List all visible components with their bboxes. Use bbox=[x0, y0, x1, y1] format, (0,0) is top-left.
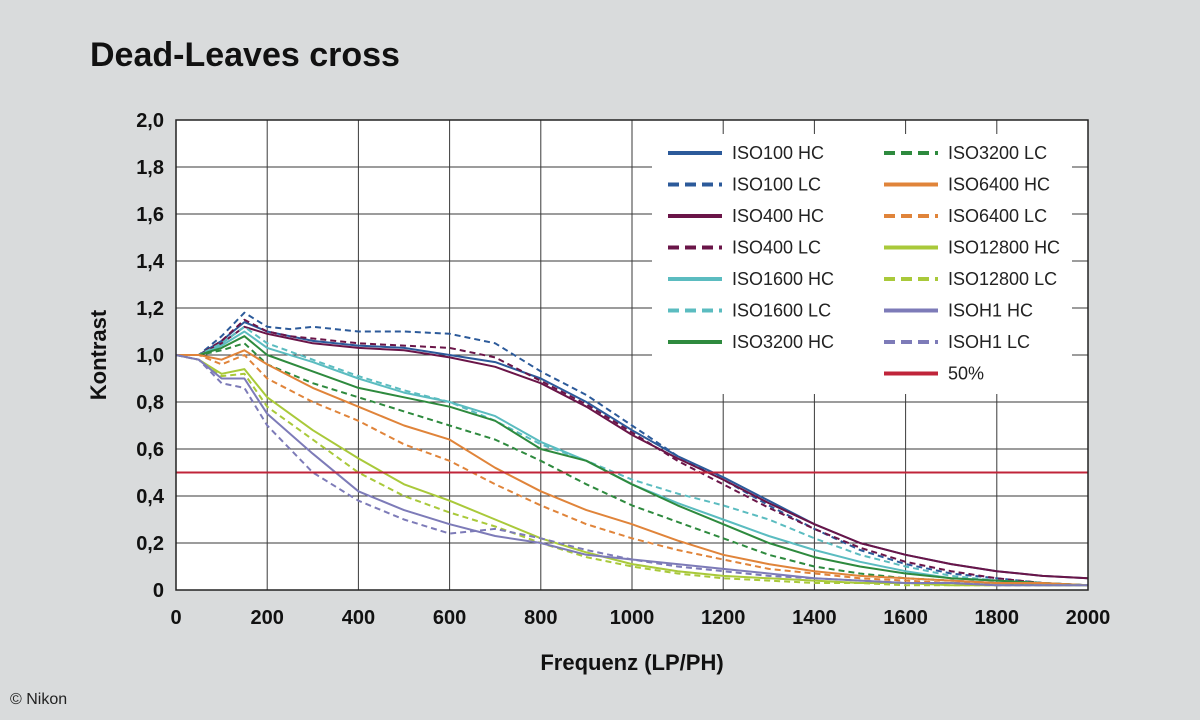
legend-label: ISOH1 LC bbox=[948, 332, 1030, 352]
y-tick-label: 1,2 bbox=[136, 298, 164, 320]
x-tick-label: 400 bbox=[342, 607, 375, 629]
x-tick-label: 2000 bbox=[1066, 607, 1111, 629]
series-line bbox=[176, 354, 1088, 587]
legend-label: ISO100 LC bbox=[732, 175, 821, 195]
y-tick-label: 1,6 bbox=[136, 204, 164, 226]
copyright-text: © Nikon bbox=[10, 691, 67, 708]
x-tick-label: 1200 bbox=[701, 607, 746, 629]
x-axis-label: Frequenz (LP/PH) bbox=[540, 650, 723, 675]
legend-label: ISO1600 HC bbox=[732, 269, 834, 289]
y-tick-label: 0,6 bbox=[136, 439, 164, 461]
y-axis-label: Kontrast bbox=[86, 309, 111, 400]
series-line bbox=[176, 311, 1089, 587]
y-tick-label: 0,8 bbox=[136, 392, 164, 414]
x-tick-label: 1800 bbox=[975, 607, 1020, 629]
y-tick-label: 0 bbox=[153, 580, 164, 602]
x-tick-label: 200 bbox=[251, 607, 284, 629]
y-tick-label: 0,2 bbox=[136, 533, 164, 555]
legend-label: ISO400 LC bbox=[732, 238, 821, 258]
legend-label: ISOH1 HC bbox=[948, 301, 1033, 321]
legend-label: ISO100 HC bbox=[732, 143, 824, 163]
legend-box bbox=[652, 134, 1072, 394]
x-tick-label: 1400 bbox=[792, 607, 837, 629]
series-line bbox=[176, 318, 1089, 587]
series-line bbox=[176, 335, 1089, 587]
legend-label: ISO3200 HC bbox=[732, 332, 834, 352]
series-line bbox=[176, 325, 1089, 580]
x-tick-label: 0 bbox=[170, 607, 181, 629]
legend-label: ISO12800 LC bbox=[948, 269, 1057, 289]
legend-label: ISO3200 LC bbox=[948, 143, 1047, 163]
y-tick-label: 1,8 bbox=[136, 157, 164, 179]
x-tick-label: 1600 bbox=[883, 607, 928, 629]
y-tick-labels: 0 0,2 0,4 0,6 0,8 1,0 1,2 1,4 1,6 1,8 2,0 bbox=[136, 110, 165, 602]
plot-frame bbox=[175, 119, 1089, 591]
series-line bbox=[175, 354, 1088, 587]
y-tick-label: 0,4 bbox=[136, 486, 165, 508]
x-tick-label: 800 bbox=[524, 607, 557, 629]
x-tick-label: 600 bbox=[433, 607, 466, 629]
x-tick-labels: 0 200 400 600 800 1000 1200 1400 1600 1800 2000 bbox=[170, 607, 1110, 629]
legend-label: ISO400 HC bbox=[732, 206, 824, 226]
legend-label: ISO1600 LC bbox=[732, 301, 831, 321]
chart-title: Dead-Leaves cross bbox=[90, 36, 400, 74]
legend-label: ISO6400 LC bbox=[948, 206, 1047, 226]
y-tick-label: 1,0 bbox=[136, 345, 164, 367]
y-tick-label: 2,0 bbox=[136, 110, 164, 132]
series-layer bbox=[175, 311, 1089, 587]
legend-label: ISO6400 HC bbox=[948, 175, 1050, 195]
y-tick-label: 1,4 bbox=[136, 251, 165, 273]
series-line bbox=[175, 354, 1088, 587]
legend-label: 50% bbox=[948, 364, 984, 384]
legend-label: ISO12800 HC bbox=[948, 238, 1060, 258]
series-line bbox=[176, 349, 1089, 587]
legend: ISO100 HC ISO100 LC ISO400 HC ISO400 LC ISO1… bbox=[668, 143, 1060, 384]
x-tick-label: 1000 bbox=[610, 607, 655, 629]
